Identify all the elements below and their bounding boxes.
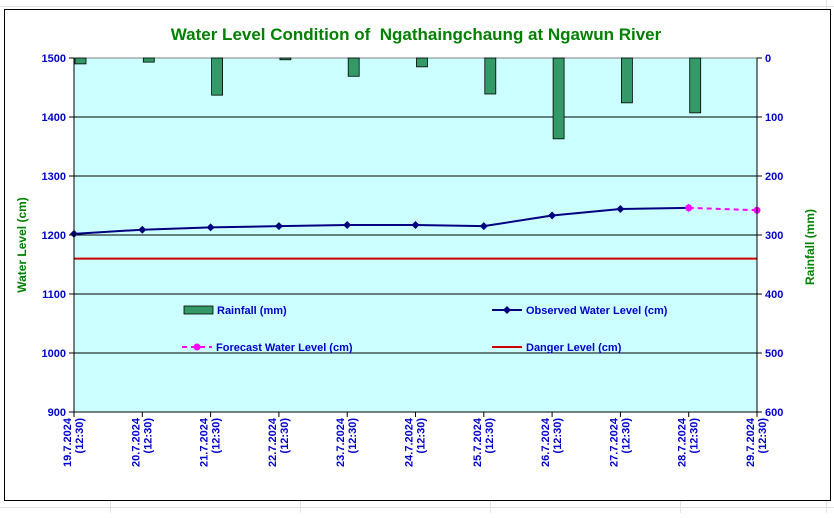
rainfall-bar <box>689 57 702 114</box>
left-tick-label: 1000 <box>42 348 66 360</box>
x-tick-label: 24.7.2024(12:30) <box>404 417 428 467</box>
observed-point <box>548 211 557 220</box>
legend-rainfall-swatch <box>183 305 214 315</box>
x-tick-label-line: (12:30) <box>757 418 769 454</box>
x-tick-label: 23.7.2024(12:30) <box>335 417 359 467</box>
left-tick-label: 1300 <box>42 171 66 183</box>
observed-point <box>138 225 147 234</box>
observed-point <box>274 222 283 231</box>
legend-label: Forecast Water Level (cm) <box>216 342 353 354</box>
forecast-point <box>685 204 693 212</box>
x-tick-label-line: 21.7.2024 <box>199 417 211 467</box>
x-tick-label-line: 19.7.2024 <box>62 417 74 467</box>
x-tick-label: 22.7.2024(12:30) <box>267 417 291 467</box>
left-tick-label: 900 <box>48 407 66 419</box>
right-tick-label: 500 <box>765 348 783 360</box>
right-tick-label: 600 <box>765 407 783 419</box>
observed-point <box>343 220 352 229</box>
rainfall-bar <box>416 57 428 68</box>
rainfall-bar <box>279 57 292 61</box>
x-tick-label-line: (12:30) <box>142 418 154 454</box>
right-axis-title: Rainfall (mm) <box>803 209 817 285</box>
x-tick-label-line: 22.7.2024 <box>267 417 279 467</box>
x-tick-label: 26.7.2024(12:30) <box>540 417 564 467</box>
legend-label: Observed Water Level (cm) <box>526 305 668 317</box>
x-tick-label-line: (12:30) <box>552 418 564 454</box>
x-tick-label-line: (12:30) <box>211 418 223 454</box>
right-tick-label: 400 <box>765 289 783 301</box>
x-tick-label-line: (12:30) <box>484 418 496 454</box>
rainfall-bar <box>552 57 565 140</box>
x-tick-label-line: 27.7.2024 <box>608 417 620 467</box>
x-tick-label: 21.7.2024(12:30) <box>199 417 223 467</box>
observed-point <box>479 222 488 231</box>
observed-water-level-line <box>73 206 689 235</box>
rainfall-bars <box>74 57 702 140</box>
right-tick-label: 0 <box>765 53 771 65</box>
left-tick-label: 1200 <box>42 230 66 242</box>
x-tick-label-line: (12:30) <box>279 418 291 454</box>
rainfall-bar <box>142 57 155 63</box>
x-tick-label-line: 28.7.2024 <box>677 417 689 467</box>
x-tick-label-line: (12:30) <box>347 418 359 454</box>
forecast-water-level-line <box>688 206 758 212</box>
water-level-lines <box>70 203 761 238</box>
x-tick-label: 19.7.2024(12:30) <box>62 417 86 467</box>
x-tick-label-line: 25.7.2024 <box>472 417 484 467</box>
rainfall-bar <box>484 57 497 95</box>
rainfall-bar <box>211 57 224 96</box>
gridlines <box>74 116 757 354</box>
x-tick-label: 20.7.2024(12:30) <box>130 417 154 467</box>
legend-observed-marker <box>503 306 511 314</box>
x-tick-label-line: (12:30) <box>74 418 86 454</box>
legend: Rainfall (mm) Observed Water Level (cm) Fo… <box>182 305 668 354</box>
x-tick-label-line: 29.7.2024 <box>745 417 757 467</box>
legend-forecast-marker <box>193 343 201 351</box>
x-tick-label-line: 20.7.2024 <box>130 417 142 467</box>
left-tick-label: 1400 <box>42 112 66 124</box>
x-tick-label: 27.7.2024(12:30) <box>608 417 632 467</box>
left-tick-label: 1500 <box>42 53 66 65</box>
chart-title: Water Level Condition of Ngathaingchaung… <box>171 25 662 44</box>
x-tick-label-line: (12:30) <box>620 418 632 454</box>
left-tick-label: 1100 <box>42 289 66 301</box>
left-axis-title: Water Level (cm) <box>15 197 29 293</box>
rainfall-bar <box>621 57 633 104</box>
x-tick-label: 25.7.2024(12:30) <box>472 417 496 467</box>
x-tick-label-line: 24.7.2024 <box>404 417 416 467</box>
x-tick-label-line: 26.7.2024 <box>540 417 552 467</box>
legend-label: Danger Level (cm) <box>526 342 622 354</box>
right-tick-label: 100 <box>765 112 783 124</box>
observed-point <box>616 205 625 214</box>
axes: 900 1000 1100 1200 1300 1400 1500 0 100 200 300 400… <box>42 53 784 467</box>
observed-point <box>411 220 420 229</box>
right-tick-label: 300 <box>765 230 783 242</box>
x-tick-label: 29.7.2024(12:30) <box>745 417 769 467</box>
x-tick-label-line: (12:30) <box>416 418 428 454</box>
x-tick-label: 28.7.2024(12:30) <box>677 417 701 467</box>
rainfall-bar <box>347 57 360 77</box>
right-tick-label: 200 <box>765 171 783 183</box>
x-tick-label-line: 23.7.2024 <box>335 417 347 467</box>
legend-label: Rainfall (mm) <box>217 305 287 317</box>
rainfall-bar <box>74 57 87 65</box>
x-tick-label-line: (12:30) <box>689 418 701 454</box>
observed-point <box>206 223 215 232</box>
